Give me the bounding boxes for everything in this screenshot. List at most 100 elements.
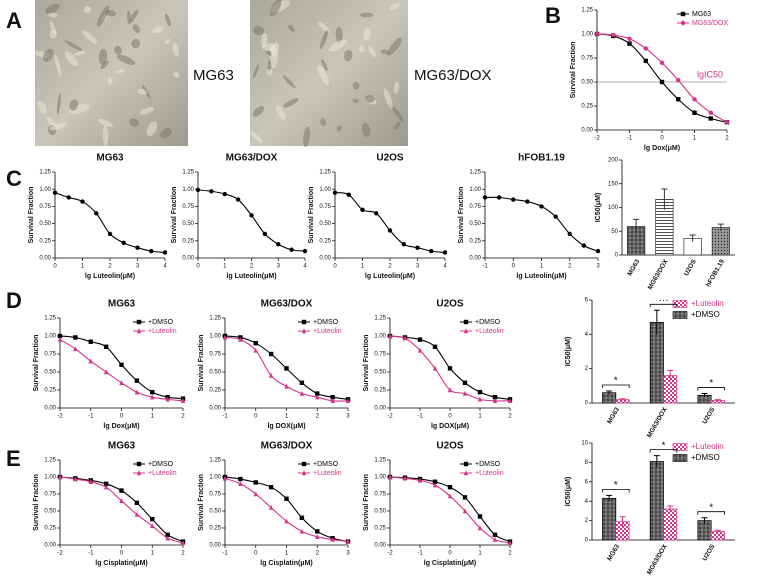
- data-point: [492, 395, 498, 400]
- y-tick-label: 1.00: [374, 475, 386, 481]
- legend-marker: [463, 461, 469, 467]
- data-point: [567, 231, 572, 237]
- cell: [390, 103, 404, 123]
- data-point: [581, 243, 587, 248]
- data-point: [103, 484, 109, 490]
- data-point: [262, 231, 268, 237]
- y-tick-label: 0.00: [581, 128, 593, 134]
- x-tick-label: 3: [416, 264, 420, 270]
- x-tick-label: 1: [151, 414, 155, 420]
- x-tick-label: 2: [181, 414, 185, 420]
- error-bar: [619, 516, 626, 527]
- y-tick-label: 0.25: [39, 238, 51, 244]
- y-tick-label: 4: [585, 332, 589, 338]
- data-point: [432, 479, 438, 484]
- panel-label: C: [6, 166, 22, 191]
- y-axis-title: Survival Fraction: [28, 187, 35, 244]
- y-tick-label: 0.50: [209, 370, 221, 376]
- data-point: [134, 511, 140, 517]
- significance-label: *: [614, 480, 618, 491]
- data-point: [462, 380, 468, 385]
- x-axis-title: lg Cisplatin(μM): [260, 560, 313, 567]
- y-tick-label: 1.00: [39, 187, 51, 193]
- y-tick-label: 0.50: [374, 370, 386, 376]
- x-tick-label: 0: [120, 414, 124, 420]
- cell: [352, 81, 360, 90]
- x-axis-title: lg Luteolin(μM): [85, 273, 135, 280]
- legend-label: +DMSO: [148, 461, 174, 468]
- cell: [394, 121, 401, 131]
- error-bar: [653, 455, 660, 468]
- data-point: [432, 482, 438, 488]
- data-point: [88, 339, 93, 344]
- cell: [136, 88, 148, 95]
- y-tick-label: 1.00: [209, 475, 221, 481]
- data-point: [330, 536, 335, 542]
- x-tick-label: 0: [120, 551, 124, 557]
- y-tick-label: 10: [581, 441, 588, 447]
- significance-label: *: [709, 378, 713, 389]
- bar: [602, 497, 617, 541]
- data-point: [315, 394, 320, 400]
- data-point: [432, 365, 438, 371]
- data-point: [330, 395, 335, 400]
- x-tick-label: 3: [277, 264, 281, 270]
- data-point: [482, 195, 488, 200]
- cell: [261, 32, 268, 48]
- data-point: [401, 242, 406, 247]
- data-point: [429, 248, 434, 254]
- cell: [129, 9, 138, 23]
- data-point: [387, 474, 393, 480]
- y-tick-label: 1.00: [44, 475, 56, 481]
- error-bar: [653, 309, 660, 335]
- chart-title: MG63: [96, 153, 124, 164]
- y-tick-label: 200: [608, 158, 619, 164]
- data-point: [52, 190, 58, 195]
- x-tick-label: U2OS: [683, 258, 698, 277]
- x-tick-label: 0: [196, 264, 200, 270]
- data-point: [539, 204, 544, 209]
- data-point: [57, 474, 63, 480]
- cell: [164, 13, 171, 27]
- x-tick-label: 3: [346, 414, 350, 420]
- error-bar: [714, 529, 721, 533]
- cell: [368, 46, 377, 58]
- cell: [276, 105, 286, 121]
- curve: [224, 476, 349, 543]
- y-tick-label: 0.75: [581, 56, 593, 62]
- error-bar: [701, 393, 708, 397]
- data-point: [477, 396, 483, 402]
- cell: [321, 59, 328, 71]
- data-point: [627, 36, 632, 41]
- y-tick-label: 0.50: [319, 221, 331, 227]
- significance-bracket: [697, 511, 725, 515]
- data-point: [238, 476, 243, 482]
- data-point: [477, 525, 483, 531]
- y-tick-label: 1.25: [44, 458, 56, 464]
- y-tick-label: 1.25: [39, 170, 51, 176]
- data-point: [594, 31, 600, 37]
- legend-label: +DMSO: [475, 461, 501, 468]
- cell: [365, 95, 375, 103]
- data-point: [268, 485, 274, 490]
- x-tick-label: 1: [81, 264, 85, 270]
- legend-marker: [301, 328, 307, 334]
- cell: [383, 88, 393, 109]
- data-point: [150, 523, 155, 529]
- data-point: [268, 372, 274, 378]
- data-point: [107, 231, 113, 237]
- legend-label: +DMSO: [691, 453, 720, 462]
- y-tick-label: 0.50: [44, 509, 56, 515]
- x-tick-label: MG63: [606, 406, 621, 425]
- x-tick-label: -1: [222, 551, 228, 557]
- y-tick-label: 0.25: [209, 526, 221, 532]
- cell: [98, 48, 108, 65]
- data-point: [135, 245, 140, 250]
- data-point: [253, 347, 258, 353]
- data-point: [415, 245, 420, 250]
- legend-marker: [680, 11, 686, 17]
- cell: [74, 50, 86, 56]
- y-tick-label: 1.25: [374, 316, 386, 322]
- data-point: [462, 495, 468, 500]
- data-point: [462, 508, 468, 514]
